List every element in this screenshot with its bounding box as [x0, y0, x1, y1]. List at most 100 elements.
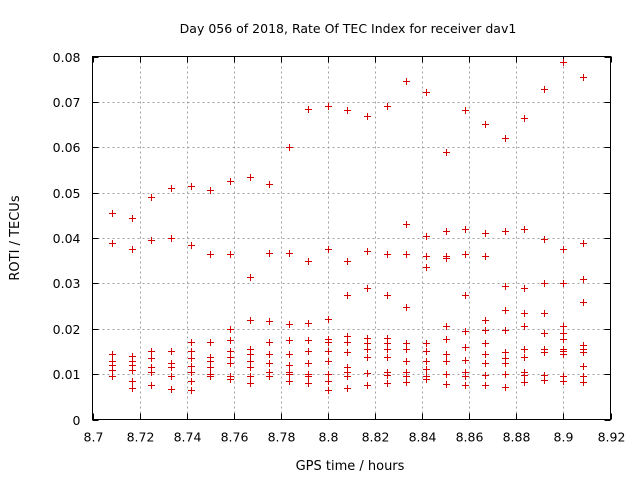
data-point-marker	[462, 107, 469, 114]
data-point-marker	[502, 371, 509, 378]
data-point-marker	[541, 310, 548, 317]
data-point-marker	[443, 149, 450, 156]
data-point-marker	[109, 210, 116, 217]
data-point-marker	[521, 346, 528, 353]
data-point-marker	[129, 367, 136, 374]
data-point-marker	[266, 250, 273, 257]
data-point-marker	[462, 373, 469, 380]
data-point-marker	[384, 103, 391, 110]
data-point-marker	[403, 346, 410, 353]
x-tick-label: 8.8	[319, 430, 339, 445]
data-point-marker	[482, 340, 489, 347]
data-point-marker	[462, 382, 469, 389]
data-point-marker	[521, 115, 528, 122]
data-point-marker	[541, 86, 548, 93]
data-point-marker	[403, 78, 410, 85]
data-point-marker	[168, 364, 175, 371]
data-point-marker	[188, 348, 195, 355]
data-point-marker	[247, 380, 254, 387]
data-point-marker	[462, 357, 469, 364]
data-point-marker	[109, 367, 116, 374]
data-point-marker	[344, 373, 351, 380]
data-point-marker	[168, 235, 175, 242]
data-point-marker	[384, 346, 391, 353]
data-point-marker	[168, 386, 175, 393]
data-point-marker	[207, 187, 214, 194]
x-tick-label: 8.84	[409, 430, 437, 445]
data-point-marker	[462, 292, 469, 299]
data-point-marker	[443, 371, 450, 378]
data-point-marker	[384, 251, 391, 258]
data-point-marker	[384, 292, 391, 299]
data-point-marker	[521, 372, 528, 379]
data-point-marker	[148, 382, 155, 389]
data-point-marker	[344, 385, 351, 392]
data-point-marker	[188, 183, 195, 190]
data-point-marker	[305, 258, 312, 265]
data-point-marker	[502, 283, 509, 290]
data-point-marker	[560, 351, 567, 358]
data-point-marker	[247, 351, 254, 358]
y-tick-label: 0.06	[53, 140, 81, 155]
y-tick-label: 0.02	[53, 322, 81, 337]
data-point-marker	[109, 351, 116, 358]
data-point-marker	[227, 348, 234, 355]
data-point-marker	[207, 358, 214, 365]
y-tick-label: 0.01	[53, 367, 81, 382]
data-point-marker	[580, 349, 587, 356]
data-point-marker	[364, 285, 371, 292]
y-tick-label: 0.04	[53, 231, 81, 246]
data-point-marker	[580, 299, 587, 306]
data-point-marker	[502, 307, 509, 314]
data-point-marker	[423, 358, 430, 365]
data-point-marker	[188, 387, 195, 394]
data-point-marker	[403, 221, 410, 228]
data-point-marker	[247, 317, 254, 324]
data-point-marker	[305, 320, 312, 327]
data-point-marker	[580, 74, 587, 81]
y-axis-ticks: 0 0.01 0.02 0.03 0.04 0.05 0.06 0.07 0.08	[53, 50, 611, 428]
data-point-marker	[266, 360, 273, 367]
data-point-marker	[247, 174, 254, 181]
data-point-marker	[443, 351, 450, 358]
data-point-marker	[286, 337, 293, 344]
data-point-marker	[403, 373, 410, 380]
y-tick-label: 0	[73, 413, 81, 428]
data-point-marker	[325, 103, 332, 110]
data-point-marker	[227, 326, 234, 333]
data-point-marker	[344, 258, 351, 265]
data-point-marker	[129, 385, 136, 392]
data-point-marker	[462, 344, 469, 351]
data-point-marker	[247, 373, 254, 380]
data-point-marker	[443, 255, 450, 262]
data-point-marker	[482, 327, 489, 334]
data-point-marker	[364, 370, 371, 377]
data-point-marker	[482, 253, 489, 260]
data-point-marker	[462, 226, 469, 233]
y-axis-label: ROTI / TECUs	[8, 195, 23, 280]
data-point-marker	[443, 228, 450, 235]
data-point-marker	[286, 378, 293, 385]
data-point-marker	[129, 215, 136, 222]
data-point-marker	[148, 355, 155, 362]
data-point-marker	[482, 360, 489, 367]
data-point-marker	[423, 253, 430, 260]
x-tick-label: 8.74	[174, 430, 202, 445]
x-tick-label: 8.86	[456, 430, 484, 445]
data-point-marker	[325, 339, 332, 346]
y-tick-label: 0.07	[53, 95, 81, 110]
data-point-marker	[364, 382, 371, 389]
data-point-marker	[344, 107, 351, 114]
data-point-marker	[384, 380, 391, 387]
data-point-marker	[286, 144, 293, 151]
data-point-marker	[227, 251, 234, 258]
x-tick-label: 8.72	[127, 430, 155, 445]
data-point-marker	[521, 323, 528, 330]
data-point-marker	[168, 348, 175, 355]
data-point-marker	[541, 349, 548, 356]
data-point-marker	[521, 379, 528, 386]
data-point-marker	[227, 360, 234, 367]
data-point-marker	[403, 304, 410, 311]
data-point-marker	[423, 376, 430, 383]
data-point-marker	[560, 59, 567, 66]
